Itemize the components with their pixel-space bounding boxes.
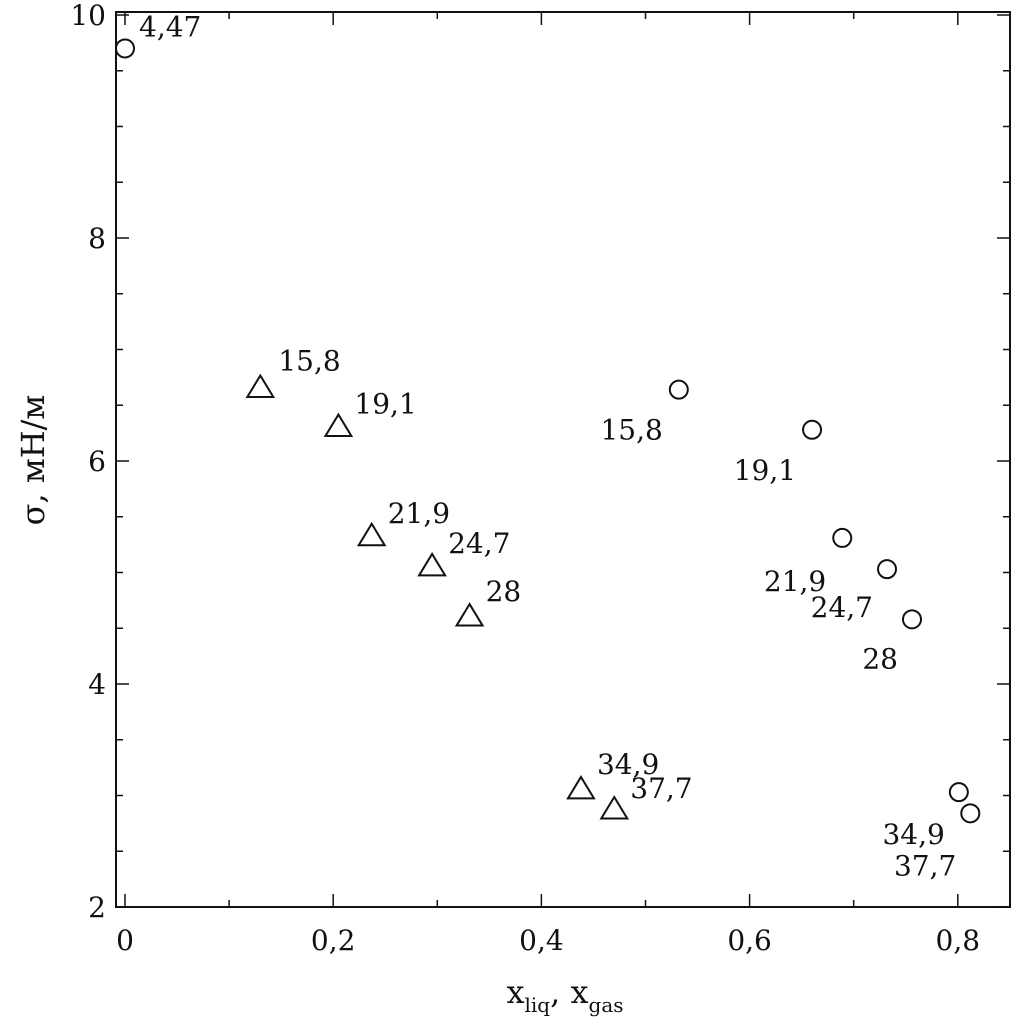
y-tick-label: 10 <box>70 0 106 32</box>
x-tick-label: 0,8 <box>936 924 981 957</box>
point-label: 24,7 <box>811 591 873 624</box>
x-axis-title: xliq, xgas <box>506 973 623 1017</box>
circle-marker <box>960 803 981 824</box>
point-label: 37,7 <box>630 772 692 805</box>
point-label: 24,7 <box>448 527 510 560</box>
point-label: 19,1 <box>354 388 416 421</box>
point-label: 34,9 <box>882 818 944 851</box>
triangle-marker <box>454 602 485 627</box>
triangle-marker <box>566 774 596 800</box>
y-tick-label: 8 <box>88 222 106 255</box>
point-label: 37,7 <box>894 849 956 882</box>
x-tick-label: 0 <box>116 924 134 957</box>
triangle-marker <box>245 373 276 398</box>
y-tick-label: 4 <box>88 668 106 701</box>
circle-marker <box>901 609 922 630</box>
y-tick-label: 2 <box>88 891 106 924</box>
circle-marker <box>668 379 689 400</box>
point-label: 4,47 <box>139 10 201 43</box>
point-label: 15,8 <box>600 414 662 447</box>
data-point-labels: 15,819,121,924,72834,937,74,4715,819,121… <box>139 10 956 882</box>
data-markers <box>115 38 981 824</box>
triangle-marker <box>417 551 447 577</box>
x-tick-label: 0,4 <box>519 924 564 957</box>
point-label: 28 <box>862 642 898 675</box>
axis-ticks <box>116 12 1010 908</box>
x-tick-label: 0,6 <box>727 924 772 957</box>
point-label: 34,9 <box>597 748 659 781</box>
circle-marker <box>115 38 135 59</box>
y-tick-label: 6 <box>88 445 106 478</box>
circle-marker <box>948 782 969 803</box>
circle-marker <box>802 419 823 440</box>
point-label: 15,8 <box>278 345 340 378</box>
triangle-marker <box>323 412 354 437</box>
point-label: 21,9 <box>764 565 826 598</box>
point-label: 19,1 <box>734 454 796 487</box>
circle-marker <box>832 527 853 548</box>
plot-frame <box>115 11 1011 908</box>
triangle-marker <box>599 795 630 820</box>
point-label: 28 <box>486 575 522 608</box>
point-label: 21,9 <box>388 497 450 530</box>
triangle-marker <box>356 521 387 547</box>
y-axis-title: σ, мН/м <box>14 395 52 526</box>
axis-tick-labels: 0 0,2 0,4 0,6 0,8 2 4 6 8 10 <box>70 0 980 957</box>
circle-marker <box>877 559 898 580</box>
x-tick-label: 0,2 <box>311 924 356 957</box>
